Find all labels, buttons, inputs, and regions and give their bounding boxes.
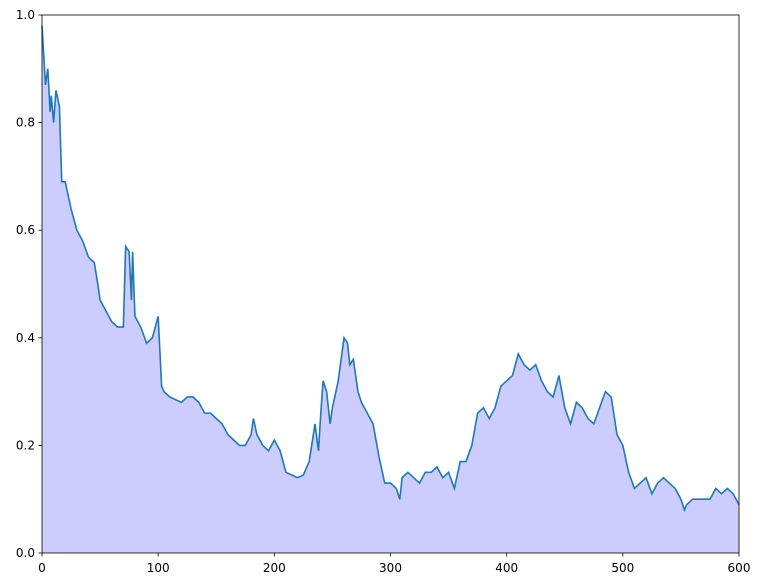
y-tick-label: 0.2	[16, 438, 35, 452]
x-tick-label: 400	[495, 561, 518, 575]
x-tick-label: 300	[379, 561, 402, 575]
x-tick-label: 500	[611, 561, 634, 575]
x-tick-label: 100	[147, 561, 170, 575]
y-tick-label: 0.0	[16, 546, 35, 560]
y-tick-label: 0.8	[16, 116, 35, 130]
area-fill	[42, 25, 739, 553]
y-tick-label: 1.0	[16, 8, 35, 22]
line	[41, 25, 740, 513]
y-tick-label: 0.6	[16, 223, 35, 237]
x-tick-label: 200	[263, 561, 286, 575]
y-tick-label: 0.4	[16, 331, 35, 345]
x-tick-label: 600	[728, 561, 751, 575]
x-tick-label: 0	[38, 561, 46, 575]
